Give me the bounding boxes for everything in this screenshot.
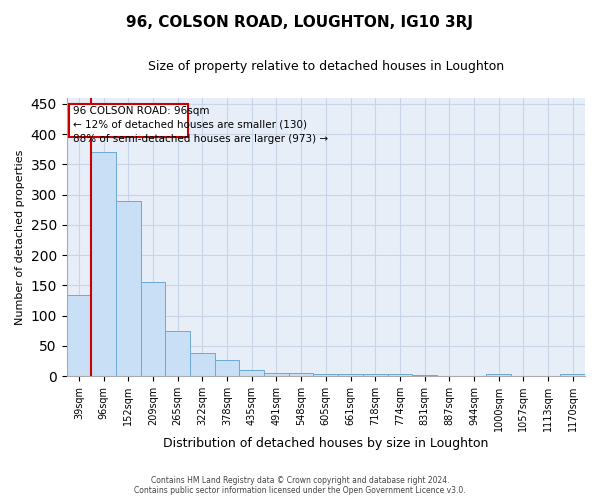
Text: 96 COLSON ROAD: 96sqm
← 12% of detached houses are smaller (130)
88% of semi-det: 96 COLSON ROAD: 96sqm ← 12% of detached …: [73, 106, 328, 144]
Bar: [166, 331, 190, 376]
Bar: [289, 373, 313, 376]
Text: 96, COLSON ROAD, LOUGHTON, IG10 3RJ: 96, COLSON ROAD, LOUGHTON, IG10 3RJ: [127, 15, 473, 30]
Bar: [116, 200, 141, 376]
Bar: [486, 374, 511, 376]
Bar: [412, 375, 437, 376]
Bar: [388, 374, 412, 376]
FancyBboxPatch shape: [69, 104, 188, 137]
Bar: [338, 374, 363, 376]
Bar: [363, 374, 388, 376]
Y-axis label: Number of detached properties: Number of detached properties: [15, 150, 25, 324]
Title: Size of property relative to detached houses in Loughton: Size of property relative to detached ho…: [148, 60, 504, 73]
Bar: [67, 294, 91, 376]
Text: Contains HM Land Registry data © Crown copyright and database right 2024.
Contai: Contains HM Land Registry data © Crown c…: [134, 476, 466, 495]
Bar: [560, 374, 585, 376]
Bar: [215, 360, 239, 376]
Bar: [239, 370, 264, 376]
Bar: [141, 282, 166, 376]
Bar: [91, 152, 116, 376]
Bar: [190, 353, 215, 376]
X-axis label: Distribution of detached houses by size in Loughton: Distribution of detached houses by size …: [163, 437, 488, 450]
Bar: [264, 372, 289, 376]
Bar: [313, 374, 338, 376]
